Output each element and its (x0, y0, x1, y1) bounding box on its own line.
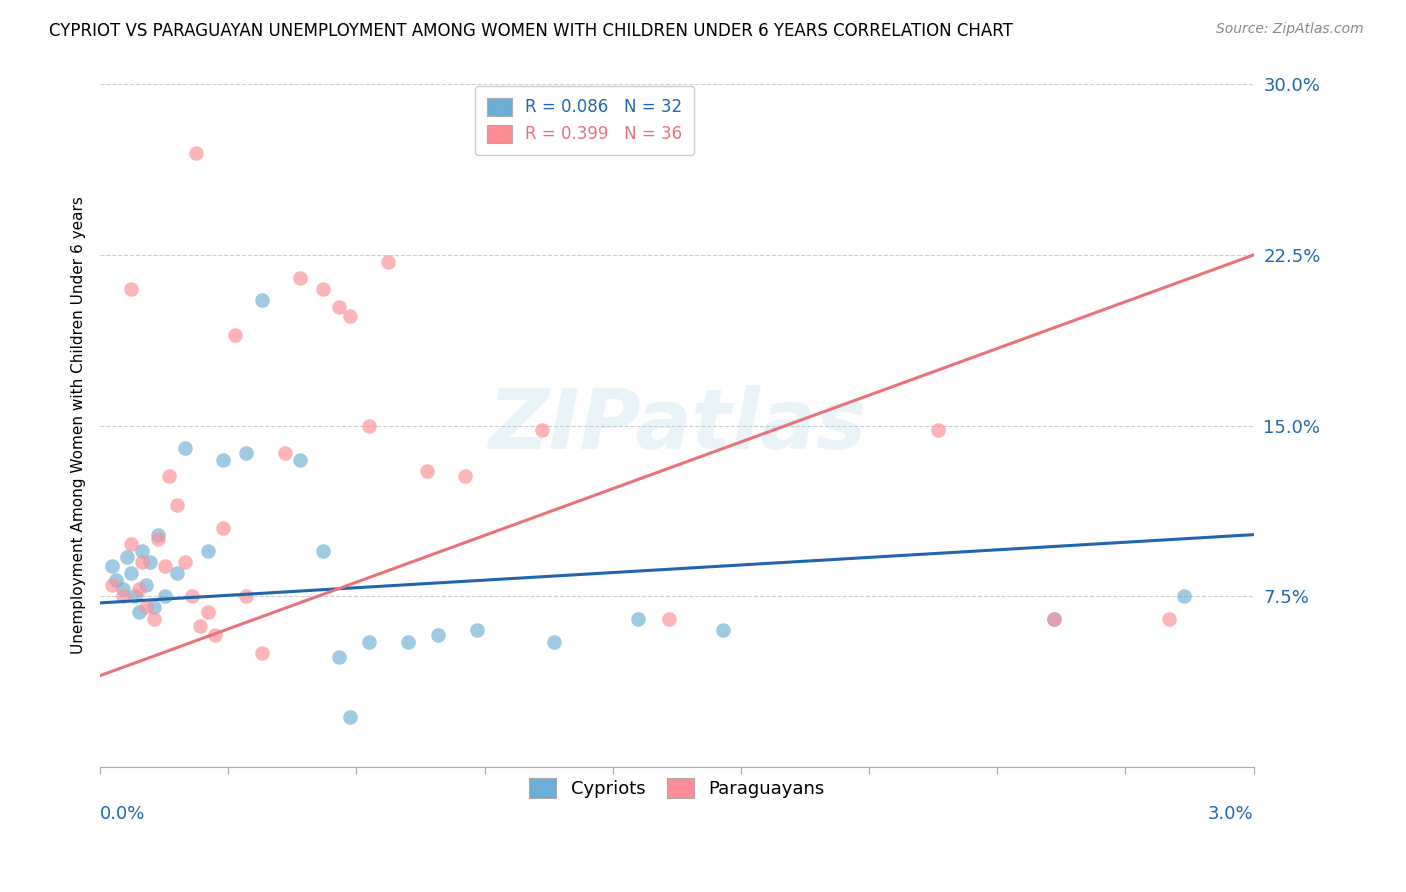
Point (100, 577, 122, 591)
Point (204, 628, 226, 642)
Point (181, 589, 204, 603)
Point (212, 521, 235, 535)
Point (359, 634, 381, 648)
Point (1042, 612, 1064, 626)
Point (235, 589, 257, 603)
Point (927, 423, 949, 437)
Point (359, 418, 381, 433)
Point (157, 468, 180, 483)
Point (465, 623, 488, 637)
Point (139, 555, 162, 569)
Point (186, 145, 208, 160)
Point (312, 282, 335, 296)
Text: 3.0%: 3.0% (1208, 805, 1254, 823)
Text: Source: ZipAtlas.com: Source: ZipAtlas.com (1216, 22, 1364, 37)
Point (312, 543, 335, 558)
Y-axis label: Unemployment Among Women with Children Under 6 years: Unemployment Among Women with Children U… (72, 196, 86, 655)
Point (1042, 612, 1064, 626)
Point (288, 270, 311, 285)
Point (128, 582, 150, 597)
Point (250, 293, 273, 308)
Point (120, 282, 142, 296)
Point (146, 532, 169, 546)
Point (120, 537, 142, 551)
Point (212, 452, 235, 467)
Text: 0.0%: 0.0% (100, 805, 145, 823)
Point (1173, 589, 1195, 603)
Point (250, 646, 273, 660)
Point (143, 612, 166, 626)
Point (173, 442, 195, 456)
Point (166, 498, 188, 512)
Point (131, 555, 153, 569)
Point (543, 634, 565, 648)
Point (155, 559, 177, 574)
Point (131, 543, 153, 558)
Point (197, 543, 219, 558)
Point (112, 582, 135, 597)
Point (104, 573, 127, 587)
Point (146, 527, 169, 541)
Point (627, 612, 650, 626)
Text: ZIPatlas: ZIPatlas (488, 385, 866, 466)
Point (224, 327, 246, 342)
Point (135, 577, 157, 591)
Point (531, 423, 554, 437)
Point (135, 600, 157, 615)
Point (128, 605, 150, 619)
Point (339, 310, 361, 324)
Point (188, 618, 211, 632)
Point (339, 709, 361, 723)
Point (166, 566, 188, 581)
Point (273, 446, 295, 460)
Point (115, 550, 138, 565)
Point (711, 623, 734, 637)
Point (100, 559, 122, 574)
Point (235, 446, 257, 460)
Point (1157, 612, 1180, 626)
Text: CYPRIOT VS PARAGUAYAN UNEMPLOYMENT AMONG WOMEN WITH CHILDREN UNDER 6 YEARS CORRE: CYPRIOT VS PARAGUAYAN UNEMPLOYMENT AMONG… (49, 22, 1014, 40)
Point (427, 628, 450, 642)
Legend: Cypriots, Paraguayans: Cypriots, Paraguayans (522, 771, 832, 805)
Point (396, 634, 419, 648)
Point (197, 605, 219, 619)
Point (658, 612, 681, 626)
Point (377, 254, 399, 268)
Point (143, 600, 166, 615)
Point (328, 300, 350, 314)
Point (454, 468, 477, 483)
Point (124, 589, 146, 603)
Point (120, 566, 142, 581)
Point (328, 650, 350, 665)
Point (288, 452, 311, 467)
Point (173, 555, 195, 569)
Point (155, 589, 177, 603)
Point (416, 464, 439, 478)
Point (112, 589, 135, 603)
